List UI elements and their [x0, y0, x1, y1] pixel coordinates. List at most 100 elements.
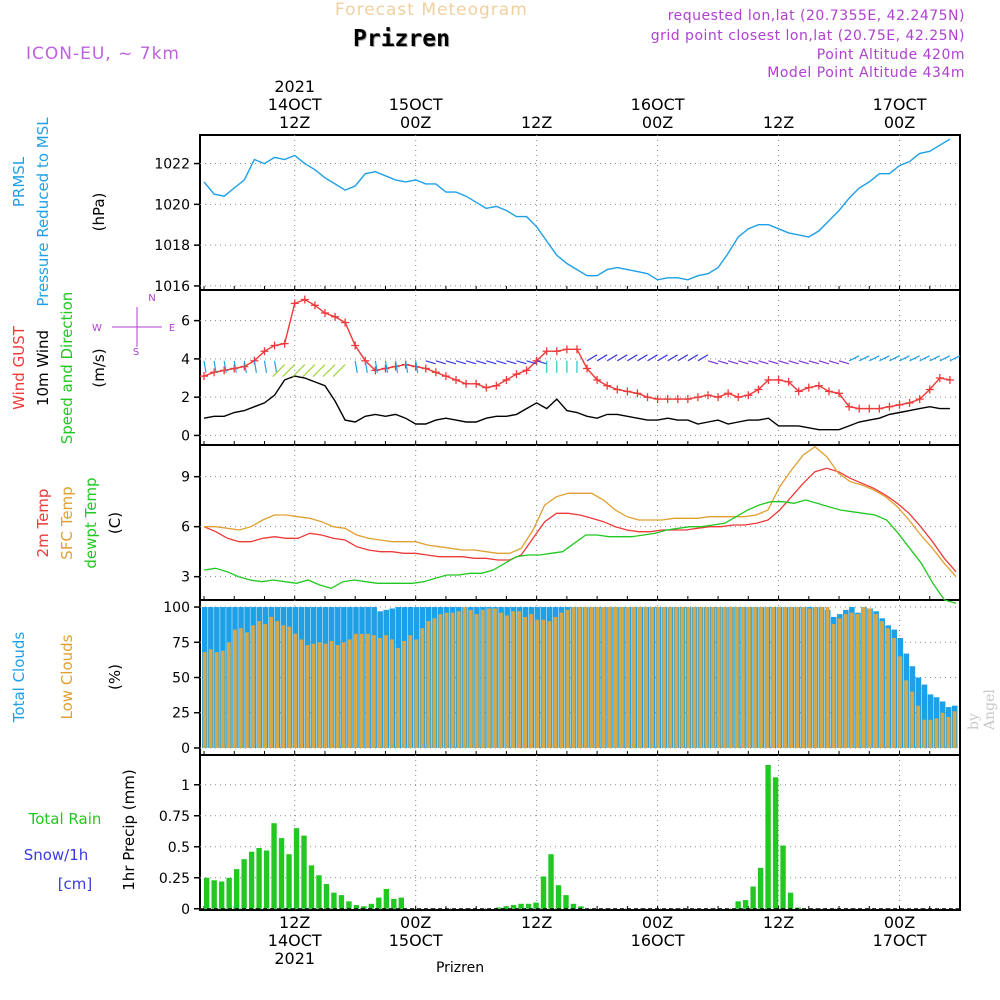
- bar-low-clouds: [426, 621, 431, 748]
- bar-precip: [271, 823, 277, 909]
- ytick-label-clouds: 50: [172, 671, 190, 687]
- bar-low-clouds: [359, 633, 364, 748]
- bar-low-clouds: [771, 607, 775, 748]
- bar-low-clouds: [202, 652, 207, 748]
- bar-low-clouds: [499, 612, 503, 748]
- bar-low-clouds: [789, 607, 794, 748]
- bar-low-clouds: [946, 716, 951, 748]
- gust-marker: [613, 385, 622, 394]
- gust-marker: [562, 345, 571, 354]
- bar-precip: [540, 876, 547, 909]
- bar-precip: [398, 897, 405, 909]
- gust-marker: [683, 395, 692, 404]
- bar-precip: [301, 835, 307, 909]
- bar-low-clouds: [208, 649, 213, 748]
- bar-low-clouds: [317, 642, 322, 748]
- bar-low-clouds: [462, 607, 467, 748]
- bar-low-clouds: [722, 607, 727, 748]
- wind-direction-arrow: [435, 360, 447, 365]
- bar-low-clouds: [728, 607, 733, 748]
- wind-direction-arrow: [272, 364, 286, 378]
- bar-precip: [391, 898, 397, 909]
- bar-low-clouds: [595, 607, 600, 748]
- ytick-label-clouds: 75: [172, 635, 190, 651]
- wind-direction-arrow: [253, 360, 257, 373]
- gust-marker: [905, 398, 914, 407]
- panel-frame-pressure: [199, 134, 961, 291]
- series-wind-gust: [203, 298, 951, 410]
- ytick-label-precip: 1: [181, 778, 190, 794]
- pressure-label-long: Pressure Reduced to MSL: [34, 117, 52, 307]
- wind-direction-arrow: [496, 360, 507, 365]
- wind-direction-arrow: [425, 360, 436, 365]
- wind-direction-arrow: [384, 360, 389, 373]
- bar-low-clouds: [239, 628, 243, 748]
- ytick-label-wind: 0: [181, 428, 190, 444]
- bar-low-clouds: [384, 635, 388, 748]
- bar-low-clouds: [245, 632, 249, 748]
- compass-east: E: [169, 323, 175, 334]
- bar-low-clouds: [644, 607, 648, 748]
- ytick-label-precip: 0.5: [168, 840, 190, 856]
- bar-low-clouds: [940, 712, 945, 748]
- wind-direction-arrow: [292, 364, 306, 378]
- gust-marker: [320, 308, 329, 317]
- bar-low-clouds: [535, 619, 540, 748]
- gust-marker: [431, 368, 440, 377]
- chart-title: Forecast Meteogram: [335, 0, 528, 20]
- bar-precip: [787, 892, 794, 909]
- top-axis-label: 14OCT: [268, 95, 322, 114]
- wind-direction-arrow: [727, 360, 739, 365]
- gust-marker: [845, 402, 854, 411]
- bar-low-clouds: [880, 621, 884, 748]
- gust-marker: [693, 393, 702, 402]
- bar-precip: [735, 901, 741, 909]
- gust-marker: [744, 391, 753, 400]
- bar-low-clouds: [934, 718, 939, 748]
- wind-direction-arrow: [394, 360, 399, 373]
- gust-marker: [915, 395, 924, 404]
- bar-low-clouds: [396, 647, 401, 748]
- bar-low-clouds: [553, 616, 558, 748]
- bar-precip: [353, 905, 360, 909]
- pressure-label-short: PRMSL: [10, 156, 28, 207]
- bottom-axis-label: 2021: [274, 949, 315, 968]
- bar-precip: [757, 867, 764, 909]
- bar-total-clouds: [921, 684, 928, 748]
- wind-direction-arrow: [758, 360, 769, 365]
- ytick-label-pressure: 1020: [154, 197, 190, 213]
- bar-precip: [555, 885, 562, 909]
- bar-low-clouds: [571, 607, 576, 748]
- clouds-unit-label: (%): [106, 664, 124, 690]
- bar-low-clouds: [765, 607, 769, 748]
- wind-direction-arrow: [828, 360, 840, 365]
- bar-low-clouds: [680, 607, 685, 748]
- bar-low-clouds: [299, 639, 304, 748]
- bar-low-clouds: [874, 614, 878, 748]
- bar-low-clouds: [734, 607, 739, 748]
- snow-label: Snow/1h: [24, 846, 89, 864]
- bottom-axis-label: 15OCT: [389, 931, 443, 950]
- gust-marker: [230, 364, 239, 373]
- wind-direction-arrow: [899, 355, 910, 362]
- bar-precip: [376, 897, 382, 909]
- bar-precip: [518, 903, 524, 909]
- wind-direction-arrow: [516, 360, 527, 365]
- wind-direction-arrow: [263, 360, 268, 373]
- model-altitude: Model Point Altitude 434m: [767, 65, 965, 81]
- wind-direction-arrow: [586, 354, 598, 362]
- gust-marker: [925, 385, 934, 394]
- bar-low-clouds: [541, 619, 546, 748]
- gust-marker: [633, 389, 642, 398]
- bar-low-clouds: [747, 607, 751, 748]
- wind-direction-arrow: [889, 355, 900, 362]
- top-axis-label: 00Z: [642, 113, 673, 132]
- wind-direction-arrow: [667, 354, 678, 362]
- wind-direction-arrow: [818, 360, 830, 365]
- bar-precip: [346, 901, 352, 909]
- wind-direction-arrow: [213, 360, 217, 373]
- gust-marker: [381, 364, 390, 373]
- compass-west: W: [92, 323, 102, 334]
- gust-marker: [270, 341, 279, 350]
- bar-low-clouds: [468, 609, 473, 748]
